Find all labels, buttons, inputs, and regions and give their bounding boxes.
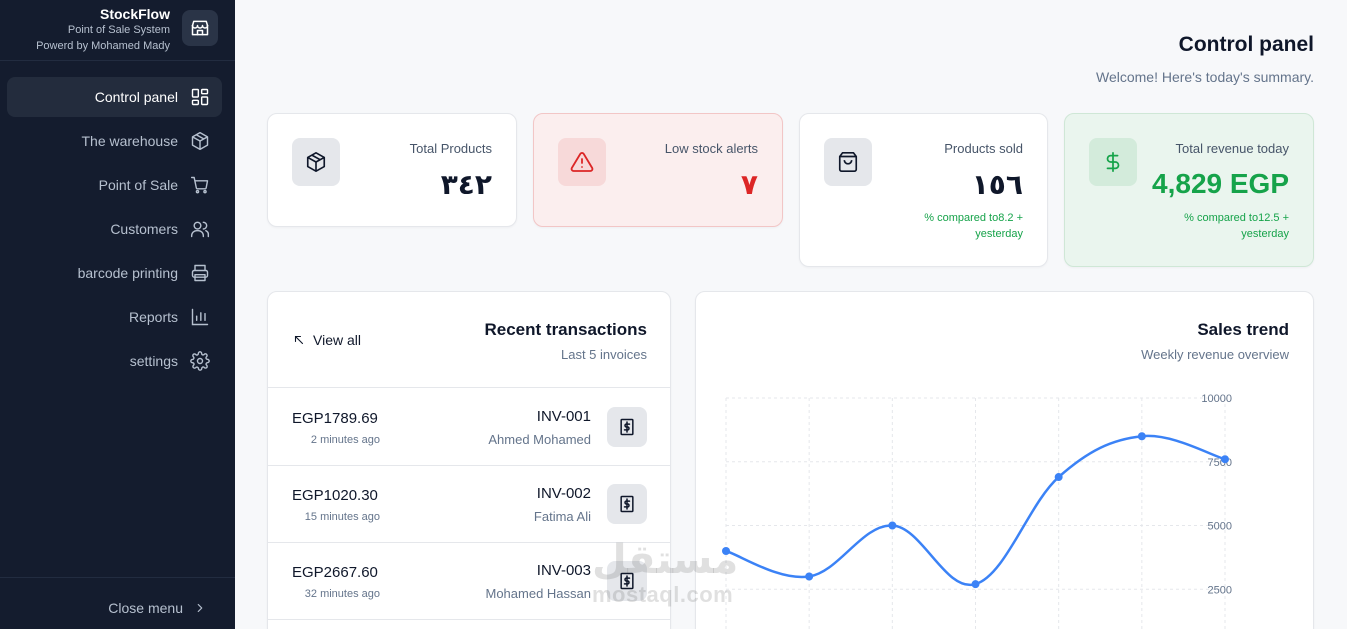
data-point (1137, 432, 1146, 441)
recent-transactions-panel: Recent transactions Last 5 invoices View… (267, 291, 671, 629)
sales-subtitle: Weekly revenue overview (1141, 347, 1289, 362)
store-icon (182, 10, 218, 46)
stat-trend: % compared to8.2 + yesterday (924, 212, 1023, 240)
customer-name: Mohamed Hassan (485, 586, 592, 601)
sidebar-nav: Control panel The warehouse Point of Sal… (7, 77, 222, 385)
transactions-header: Recent transactions Last 5 invoices View… (268, 292, 670, 388)
sidebar-item-point-of-sale[interactable]: Point of Sale (7, 165, 222, 205)
invoice-number: INV-003 (536, 562, 591, 579)
y-tick-label: 2500 (1208, 584, 1232, 596)
sales-trend-panel: Sales trend Weekly revenue overview 1000… (695, 291, 1314, 629)
brand: StockFlow Point of Sale System Powerd by… (0, 0, 235, 61)
bar-chart-icon (191, 308, 209, 326)
sidebar-item-label: The warehouse (81, 133, 178, 149)
page-title: Control panel (1178, 33, 1314, 56)
customer-name: Fatima Ali (533, 509, 591, 524)
printer-icon (191, 264, 209, 282)
sidebar-item-label: Reports (128, 309, 178, 325)
box-icon (191, 131, 209, 151)
transaction-row[interactable]: EGP1020.30 15 minutes ago INV-002 Fatima… (268, 466, 670, 543)
box-icon (292, 138, 340, 186)
transaction-row[interactable]: EGP2667.60 32 minutes ago INV-003 Mohame… (268, 543, 670, 620)
sidebar-item-label: Customers (110, 221, 178, 237)
transaction-row[interactable]: EGP1789.69 2 minutes ago INV-001 Ahmed M… (268, 389, 670, 466)
stat-value: ١٥٦ (971, 169, 1023, 200)
sidebar-item-barcode-printing[interactable]: barcode printing (7, 253, 222, 293)
stat-card-low-stock: Low stock alerts ٧ (533, 113, 783, 227)
dashboard-icon (191, 88, 209, 106)
sales-title: Sales trend (1197, 320, 1289, 339)
stat-value: 4,829 EGP (1152, 168, 1289, 199)
customer-name: Ahmed Mohamed (488, 432, 591, 447)
shopping-bag-icon (824, 138, 872, 186)
data-point (722, 547, 730, 555)
brand-text: StockFlow Point of Sale System Powerd by… (36, 6, 170, 54)
warning-icon (558, 138, 606, 186)
app-name: StockFlow (99, 6, 170, 22)
receipt-icon (607, 484, 647, 524)
sidebar-item-label: Control panel (94, 89, 178, 105)
transactions-title: Recent transactions (484, 320, 648, 339)
transaction-time: 32 minutes ago (304, 588, 380, 600)
stat-value: ٧ (740, 169, 758, 200)
stat-label: Products sold (944, 141, 1023, 156)
receipt-icon (607, 407, 647, 447)
stat-card-products-sold: Products sold ١٥٦ % compared to8.2 + yes… (799, 113, 1048, 267)
sidebar-item-customers[interactable]: Customers (7, 209, 222, 249)
view-all-link[interactable]: View all (293, 332, 361, 348)
transactions-subtitle: Last 5 invoices (561, 347, 647, 362)
sidebar-item-reports[interactable]: Reports (7, 297, 222, 337)
transaction-amount: EGP1789.69 (292, 410, 378, 427)
stat-label: Total Products (409, 141, 492, 156)
stat-label: Low stock alerts (664, 141, 758, 156)
transaction-time: 15 minutes ago (304, 511, 380, 523)
close-menu-label: Close menu (108, 600, 183, 616)
data-point (1054, 473, 1063, 482)
chevron-right-icon (197, 603, 203, 613)
data-point (971, 580, 980, 589)
gear-icon (190, 351, 210, 371)
receipt-icon (607, 561, 647, 601)
sidebar-item-control-panel[interactable]: Control panel (7, 77, 222, 117)
data-point (888, 521, 897, 530)
powered-by: Powerd by Mohamed Mady (36, 40, 170, 52)
stat-trend: % compared to12.5 + yesterday (1184, 212, 1289, 240)
cart-icon (190, 176, 209, 194)
view-all-label: View all (313, 332, 361, 348)
y-tick-label: 10000 (1201, 393, 1232, 405)
stat-value: ٣٤٢ (440, 169, 492, 200)
sidebar-item-warehouse[interactable]: The warehouse (7, 121, 222, 161)
sidebar-item-label: settings (129, 353, 178, 369)
sidebar-item-settings[interactable]: settings (7, 341, 222, 381)
stat-label: Total revenue today (1175, 141, 1289, 156)
transaction-time: 2 minutes ago (310, 434, 380, 446)
stat-card-total-revenue: Total revenue today 4,829 EGP % compared… (1064, 113, 1314, 267)
sidebar: StockFlow Point of Sale System Powerd by… (0, 0, 235, 629)
dollar-icon (1089, 138, 1137, 186)
sidebar-footer: Close menu (0, 577, 235, 629)
transaction-amount: EGP2667.60 (292, 564, 378, 581)
sidebar-item-label: barcode printing (77, 265, 178, 281)
close-menu-button[interactable]: Close menu (108, 600, 207, 616)
stat-card-total-products: Total Products ٣٤٢ (267, 113, 517, 227)
data-point (805, 572, 814, 581)
page-subtitle: Welcome! Here's today's summary. (1096, 69, 1314, 85)
arrow-up-left-icon (294, 335, 304, 345)
invoice-number: INV-002 (536, 485, 591, 502)
users-icon (190, 221, 210, 238)
y-tick-label: 5000 (1208, 521, 1232, 533)
data-point (1221, 455, 1229, 464)
sidebar-item-label: Point of Sale (98, 177, 178, 193)
app-subtitle: Point of Sale System (67, 24, 170, 36)
invoice-number: INV-001 (536, 408, 591, 425)
transaction-amount: EGP1020.30 (292, 487, 378, 504)
